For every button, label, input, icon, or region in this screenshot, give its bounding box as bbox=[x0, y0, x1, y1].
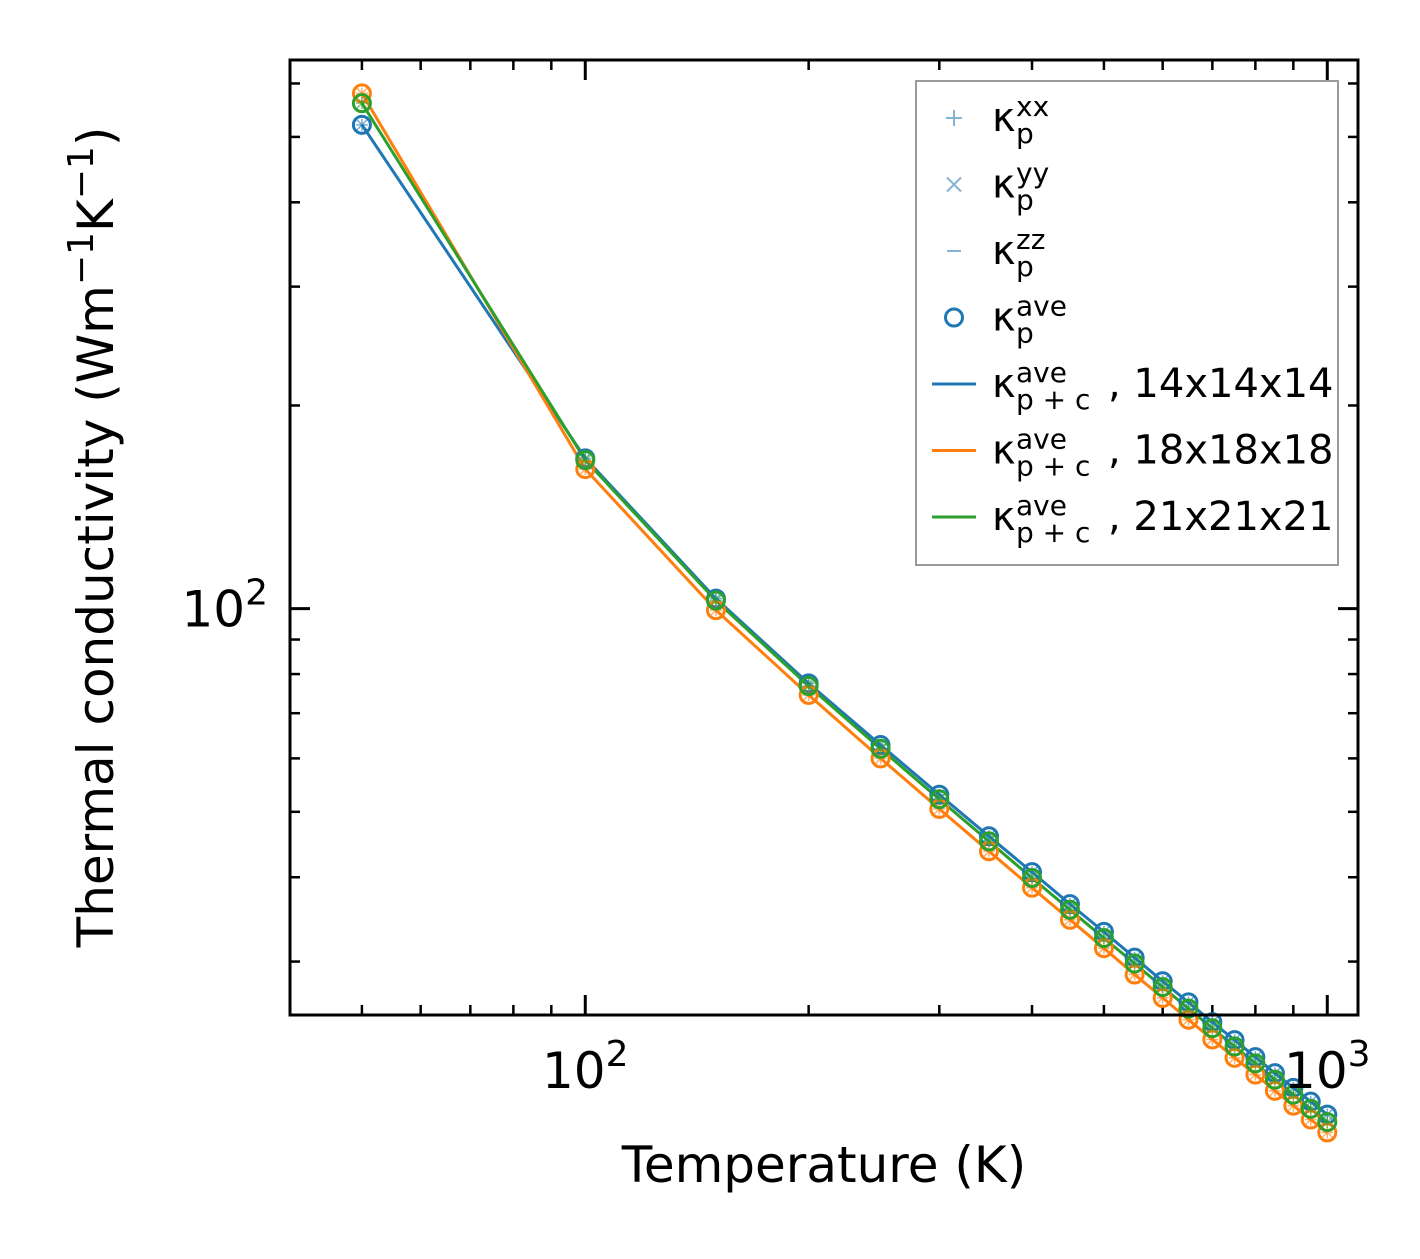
plot-frame bbox=[288, 58, 1360, 1017]
point-kyy bbox=[356, 97, 368, 109]
legend-x-marker bbox=[946, 176, 962, 193]
point-kyy bbox=[1206, 1022, 1218, 1034]
legend-label: κave p + c, 21x21x21 bbox=[992, 489, 1333, 549]
data-point-21x21x21 bbox=[798, 676, 819, 697]
legend-circle-marker bbox=[944, 307, 964, 328]
legend-box bbox=[915, 80, 1339, 566]
data-point-21x21x21 bbox=[1093, 928, 1114, 949]
point-kyy bbox=[1129, 957, 1141, 970]
data-point-21x21x21 bbox=[1245, 1053, 1266, 1074]
legend-label: κave p bbox=[992, 290, 1067, 350]
point-kyy bbox=[1269, 1074, 1281, 1086]
legend-entry: κave p + c, 18x18x18 bbox=[932, 423, 1333, 483]
legend-plus-marker bbox=[946, 110, 962, 126]
data-point-21x21x21 bbox=[1300, 1098, 1321, 1119]
data-point-21x21x21 bbox=[1022, 867, 1043, 888]
tick-labels: 102 103 102 bbox=[181, 573, 1370, 1100]
data-point-21x21x21 bbox=[1124, 953, 1145, 974]
legend-label: κave p + c, 14x14x14 bbox=[992, 356, 1333, 416]
legend-entry: κave p + c, 21x21x21 bbox=[932, 489, 1333, 549]
data-point-14x14x14 bbox=[351, 114, 372, 135]
data-point-21x21x21 bbox=[1059, 899, 1080, 920]
x-axis-label: Temperature (K) bbox=[621, 1136, 1026, 1194]
data-point-21x21x21 bbox=[1224, 1036, 1245, 1057]
point-kyy bbox=[356, 119, 368, 131]
point-kyy bbox=[1098, 932, 1110, 944]
data-point-21x21x21 bbox=[705, 590, 726, 611]
point-kyy bbox=[1305, 1103, 1317, 1115]
point-kyy bbox=[983, 835, 995, 847]
x-tick-label: 102 bbox=[542, 1034, 629, 1100]
legend-label: κxx p bbox=[992, 90, 1049, 150]
point-kyy bbox=[710, 595, 722, 607]
legend-label: κzz p bbox=[992, 223, 1045, 283]
data-point-21x21x21 bbox=[1202, 1018, 1223, 1039]
data-point-21x21x21 bbox=[1178, 998, 1199, 1019]
data-point-21x21x21 bbox=[351, 93, 372, 114]
y-axis-label: Thermal conductivity (Wm−1K−1) bbox=[61, 127, 125, 949]
point-kyy bbox=[1229, 1040, 1241, 1053]
legend-entry: κave p + c, 14x14x14 bbox=[932, 356, 1333, 416]
point-kyy bbox=[1064, 904, 1076, 916]
point-kyy bbox=[1321, 1116, 1333, 1128]
point-kyy bbox=[579, 454, 591, 466]
point-kyy bbox=[1249, 1057, 1261, 1069]
point-kyy bbox=[803, 680, 815, 692]
data-point-21x21x21 bbox=[1317, 1112, 1338, 1133]
legend-entry: κave p bbox=[944, 290, 1067, 350]
data-point-21x21x21 bbox=[978, 831, 999, 852]
y-tick-label: 102 bbox=[181, 573, 268, 639]
legend-entry: κzz p bbox=[947, 223, 1045, 283]
point-kyy bbox=[1157, 981, 1169, 993]
data-point-21x21x21 bbox=[1283, 1084, 1304, 1105]
point-kyy bbox=[1026, 872, 1038, 884]
data-series bbox=[351, 83, 1338, 1143]
legend-label: κave p + c, 18x18x18 bbox=[992, 423, 1333, 483]
axis-ticks bbox=[288, 60, 1358, 1015]
point-kyy bbox=[1182, 1003, 1195, 1015]
legend-label: κyy p bbox=[992, 157, 1049, 217]
data-point-21x21x21 bbox=[1152, 977, 1173, 998]
x-tick-label: 103 bbox=[1284, 1034, 1371, 1100]
point-kyy bbox=[933, 793, 945, 805]
legend-entry: κxx p bbox=[946, 90, 1049, 150]
legend-entry: κyy p bbox=[946, 157, 1049, 217]
data-point-21x21x21 bbox=[575, 450, 596, 471]
data-point-21x21x21 bbox=[870, 738, 891, 759]
point-kyy bbox=[1287, 1089, 1299, 1101]
point-kyy bbox=[875, 743, 887, 755]
data-point-21x21x21 bbox=[1264, 1069, 1285, 1090]
data-point-21x21x21 bbox=[929, 789, 950, 810]
